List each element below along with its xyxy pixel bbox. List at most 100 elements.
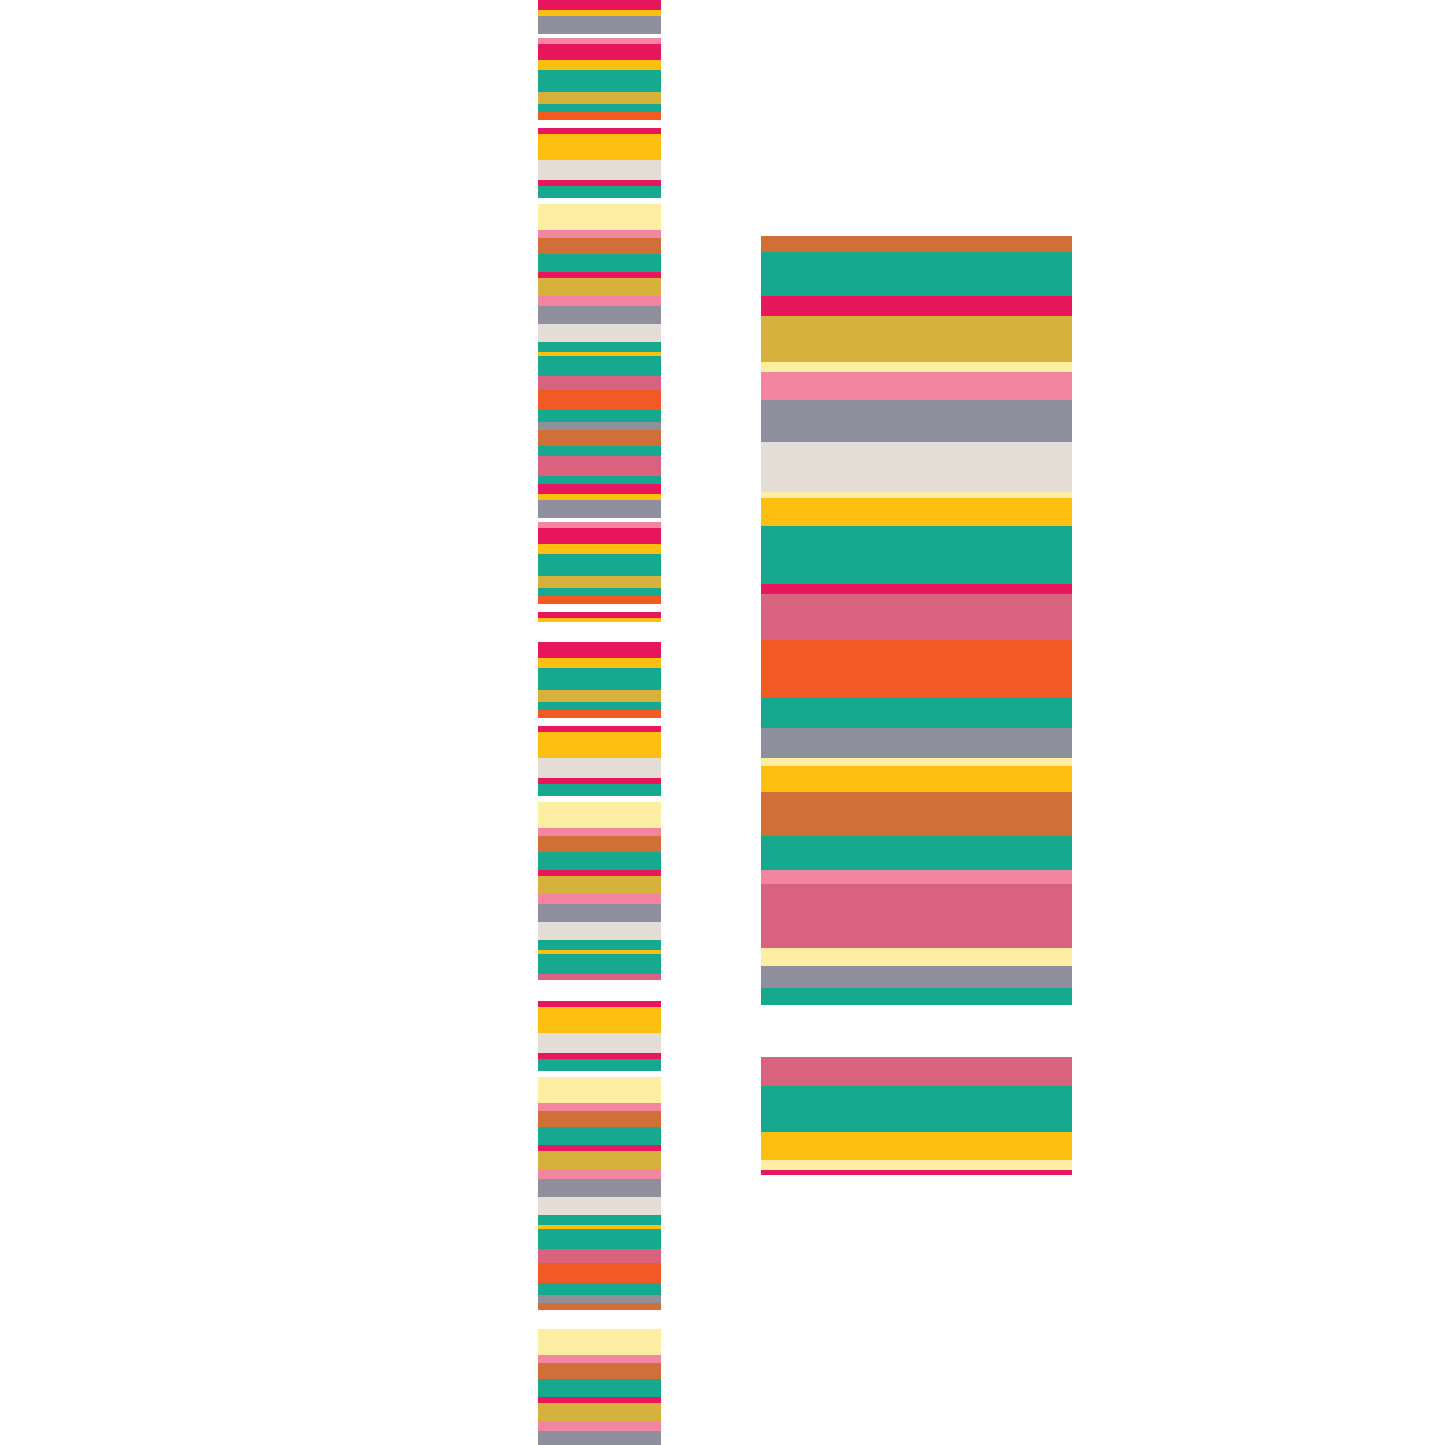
stripe [538, 128, 661, 134]
stripe [761, 698, 1072, 728]
stripe [538, 732, 661, 758]
stripe [538, 1355, 661, 1363]
stripe [538, 112, 661, 120]
stripe [538, 1379, 661, 1397]
stripe [538, 718, 661, 726]
wide-detail-segment [761, 236, 1072, 1005]
stripe [538, 1229, 661, 1249]
stripe [538, 690, 661, 702]
stripe [538, 70, 661, 92]
stripe [538, 1421, 661, 1431]
stripe [761, 316, 1072, 362]
stripe [761, 594, 1072, 640]
stripe [538, 1363, 661, 1379]
stripe [538, 1403, 661, 1421]
stripe [761, 498, 1072, 526]
stripe [538, 836, 661, 852]
stripe [538, 120, 661, 128]
stripe [538, 238, 661, 254]
stripe [538, 1007, 661, 1033]
stripe [538, 230, 661, 238]
stripe [761, 1057, 1072, 1086]
stripe [538, 134, 661, 160]
stripe [538, 802, 661, 828]
stripe [538, 668, 661, 690]
stripe [761, 252, 1072, 296]
stripe [538, 876, 661, 894]
stripe [538, 518, 661, 522]
stripe [761, 640, 1072, 698]
stripe [761, 442, 1072, 492]
stripe [538, 422, 661, 430]
stripe [538, 974, 661, 980]
stripe [538, 356, 661, 376]
stripe [538, 342, 661, 352]
stripe [538, 522, 661, 528]
stripe [538, 272, 661, 278]
narrow-strip-segment [538, 1323, 661, 1445]
stripe [538, 702, 661, 710]
stripe [538, 484, 661, 494]
stripe [761, 836, 1072, 870]
stripe [761, 884, 1072, 948]
stripe [538, 1197, 661, 1215]
stripe [538, 604, 661, 612]
stripe [538, 758, 661, 778]
stripe [538, 92, 661, 104]
stripe [538, 104, 661, 112]
stripe [538, 1179, 661, 1197]
stripe [761, 1170, 1072, 1175]
stripe [538, 410, 661, 422]
stripe [538, 1397, 661, 1403]
stripe [761, 492, 1072, 498]
stripe [538, 324, 661, 342]
stripe [538, 576, 661, 588]
stripe [538, 278, 661, 296]
stripe [538, 306, 661, 324]
stripe [761, 728, 1072, 758]
stripe [538, 160, 661, 180]
stripe [538, 1053, 661, 1059]
stripe [538, 476, 661, 484]
stripe [538, 544, 661, 554]
stripe [538, 852, 661, 870]
narrow-strip-segment [538, 642, 661, 980]
stripe [538, 1263, 661, 1283]
stripe [538, 778, 661, 784]
stripe [761, 362, 1072, 372]
stripe [761, 1160, 1072, 1170]
stripe [538, 500, 661, 518]
stripe [538, 954, 661, 974]
stripe [761, 966, 1072, 988]
stripe [538, 1295, 661, 1303]
stripe [538, 784, 661, 796]
stripe [538, 44, 661, 60]
narrow-strip-segment [538, 993, 661, 1310]
stripe [538, 904, 661, 922]
stripe [538, 1169, 661, 1179]
stripe [538, 554, 661, 576]
stripe [538, 922, 661, 940]
stripe [538, 1151, 661, 1169]
stripe [538, 16, 661, 34]
stripe [538, 352, 661, 356]
stripe [538, 446, 661, 456]
stripe [538, 950, 661, 954]
stripe [761, 870, 1072, 884]
stripe [761, 792, 1072, 836]
stripe [761, 1132, 1072, 1160]
stripe [538, 618, 661, 622]
stripe [761, 400, 1072, 442]
stripe [538, 894, 661, 904]
stripe [538, 376, 661, 390]
stripe [538, 1111, 661, 1127]
stripe [538, 1145, 661, 1151]
stripe [538, 870, 661, 876]
stripe [538, 1077, 661, 1103]
stripe [538, 612, 661, 618]
stripe [538, 10, 661, 16]
stripe [538, 60, 661, 70]
stripe [538, 456, 661, 476]
stripe [538, 1071, 661, 1077]
stripe [538, 1249, 661, 1263]
